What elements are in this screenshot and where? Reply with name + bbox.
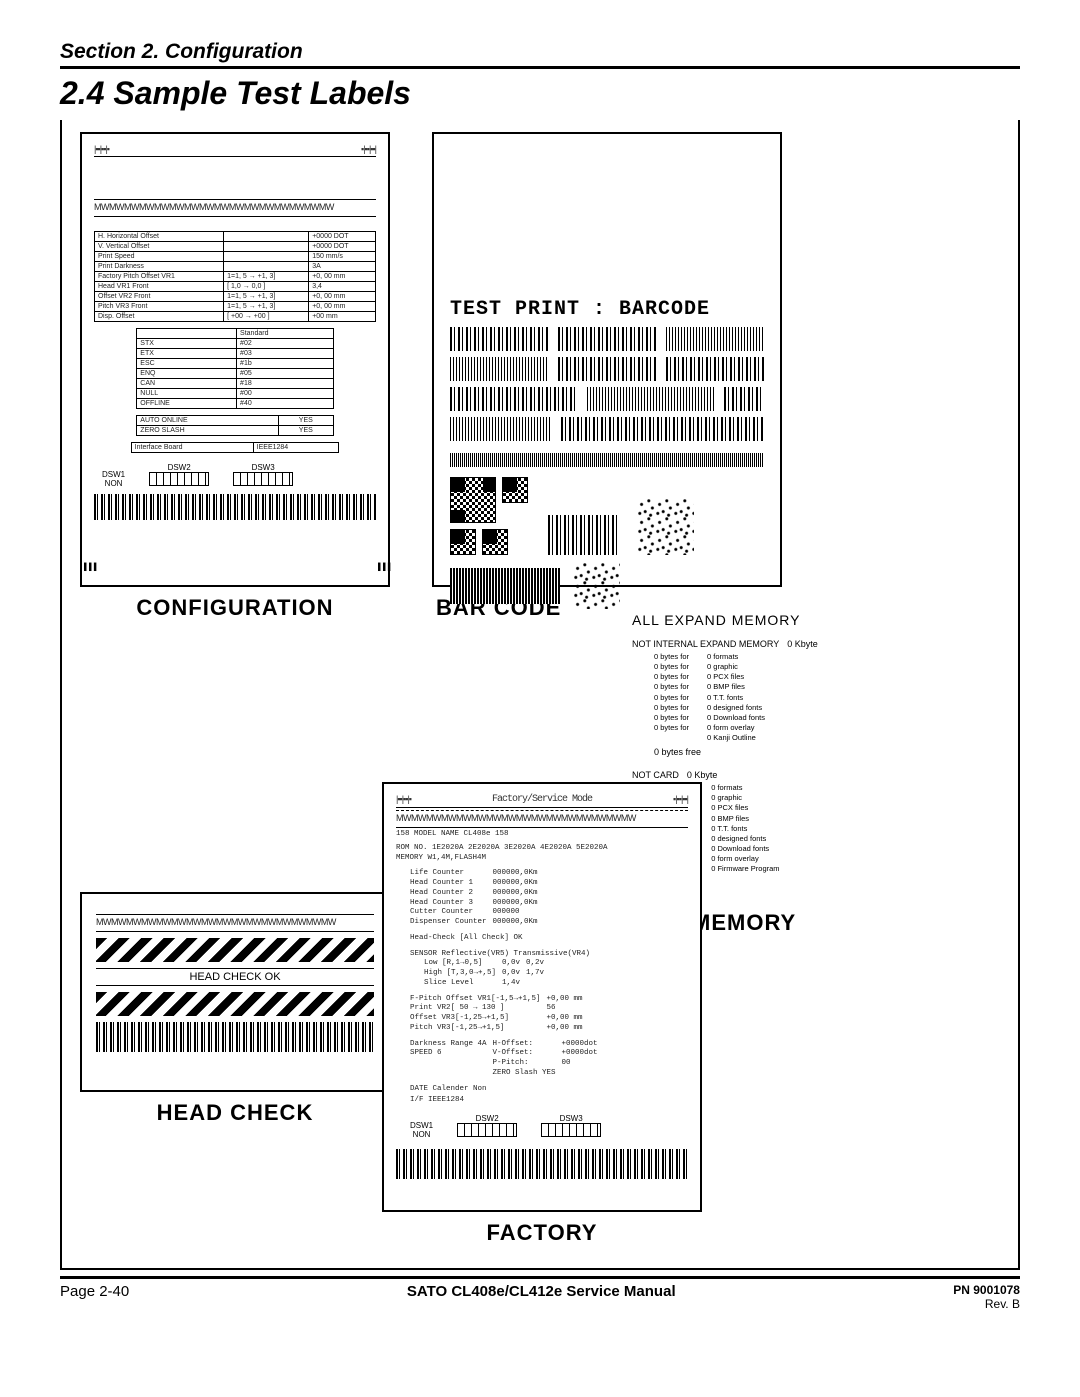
memory-title: ALL EXPAND MEMORY	[632, 612, 1002, 628]
barcode-icon	[666, 357, 764, 381]
barcode-icon	[450, 327, 548, 351]
config-table-2: StandardSTX#02ETX#03ESC#1bENQ#05CAN#18NU…	[136, 328, 333, 409]
scale-right-icon: ▌▌▌	[378, 564, 386, 571]
maxicode-icon	[574, 563, 620, 609]
qr-icon	[450, 477, 496, 523]
config-table-4: Interface BoardIEEE1284	[131, 442, 340, 453]
barcode-icon	[724, 387, 764, 411]
page-number: Page 2-40	[60, 1283, 129, 1300]
datamatrix-icon	[502, 477, 528, 503]
manual-title: SATO CL408e/CL412e Service Manual	[407, 1283, 676, 1300]
config-table-3: AUTO ONLINEYESZERO SLASHYES	[136, 415, 333, 436]
page-footer: Page 2-40 SATO CL408e/CL412e Service Man…	[60, 1276, 1020, 1311]
caption-configuration: CONFIGURATION	[80, 595, 390, 621]
pdf417-icon	[450, 568, 560, 604]
dip-switch-icon	[149, 472, 209, 486]
barcode-title: TEST PRINT : BARCODE	[450, 298, 764, 321]
section-header: Section 2. Configuration	[60, 40, 1020, 69]
barcode-icon	[558, 327, 656, 351]
section-name: Section 2. Configuration	[60, 40, 1020, 66]
mw-pattern: MWMWMWMWMWMWMWMWMWMWMWMWMWMWMWMW	[96, 917, 374, 929]
datamatrix-icon	[450, 529, 476, 555]
configuration-label-image: |▪▪|▪▪|▪ ▪|▪▪|▪▪| MWMWMWMWMWMWMWMWMWMWMWM…	[80, 132, 390, 587]
sample-barcode: TEST PRINT : BARCODE	[432, 132, 782, 621]
caption-factory: FACTORY	[382, 1220, 702, 1246]
part-number: PN 9001078	[953, 1283, 1020, 1297]
datamatrix-icon	[482, 529, 508, 555]
factory-label-image: |▪▪|▪▪|▪Factory/Service Mode▪|▪▪|▪▪| MWM…	[382, 782, 702, 1212]
barcode-icon	[561, 417, 764, 441]
dsw-row: DSW1 NON DSW2 DSW3	[102, 463, 376, 488]
dip-switch-icon	[233, 472, 293, 486]
caption-memory: MEMORY	[692, 910, 1002, 936]
headcheck-label-image: MWMWMWMWMWMWMWMWMWMWMWMWMWMWMWMW HEAD CH…	[80, 892, 390, 1092]
samples-frame: |▪▪|▪▪|▪ ▪|▪▪|▪▪| MWMWMWMWMWMWMWMWMWMWMWM…	[60, 120, 1020, 1270]
barcode-icon	[666, 327, 764, 351]
tick-right: ▪|▪▪|▪▪|	[361, 144, 376, 154]
scale-left-icon: ▌▌▌	[84, 564, 92, 571]
sample-factory: |▪▪|▪▪|▪Factory/Service Mode▪|▪▪|▪▪| MWM…	[382, 782, 702, 1246]
barcode-icon	[450, 357, 548, 381]
barcode-icon	[450, 417, 551, 441]
zigzag-icon	[96, 992, 374, 1016]
barcode-icon	[94, 494, 376, 520]
revision: Rev. B	[953, 1297, 1020, 1311]
headcheck-ok: HEAD CHECK OK	[96, 968, 374, 986]
zigzag-icon	[96, 938, 374, 962]
tick-left: |▪▪|▪▪|▪	[94, 144, 109, 154]
mw-pattern: MWMWMWMWMWMWMWMWMWMWMWMWMWMWMWMW	[94, 202, 376, 214]
barcode-icon	[450, 453, 764, 467]
maxicode-icon	[638, 499, 694, 555]
barcode-label-image: TEST PRINT : BARCODE	[432, 132, 782, 587]
barcode-icon	[558, 357, 656, 381]
config-table-1: H. Horizontal Offset+0000 DOTV. Vertical…	[94, 231, 376, 322]
dip-switch-icon	[541, 1123, 601, 1137]
barcode-icon	[96, 1022, 374, 1052]
sample-headcheck: MWMWMWMWMWMWMWMWMWMWMWMWMWMWMWMW HEAD CH…	[80, 892, 390, 1126]
section-title: 2.4 Sample Test Labels	[60, 75, 1020, 112]
caption-headcheck: HEAD CHECK	[80, 1100, 390, 1126]
barcode-icon	[450, 387, 577, 411]
barcode-icon	[548, 515, 618, 555]
dip-switch-icon	[457, 1123, 517, 1137]
barcode-icon	[396, 1149, 688, 1179]
barcode-icon	[587, 387, 714, 411]
sample-configuration: |▪▪|▪▪|▪ ▪|▪▪|▪▪| MWMWMWMWMWMWMWMWMWMWMWM…	[80, 132, 390, 621]
